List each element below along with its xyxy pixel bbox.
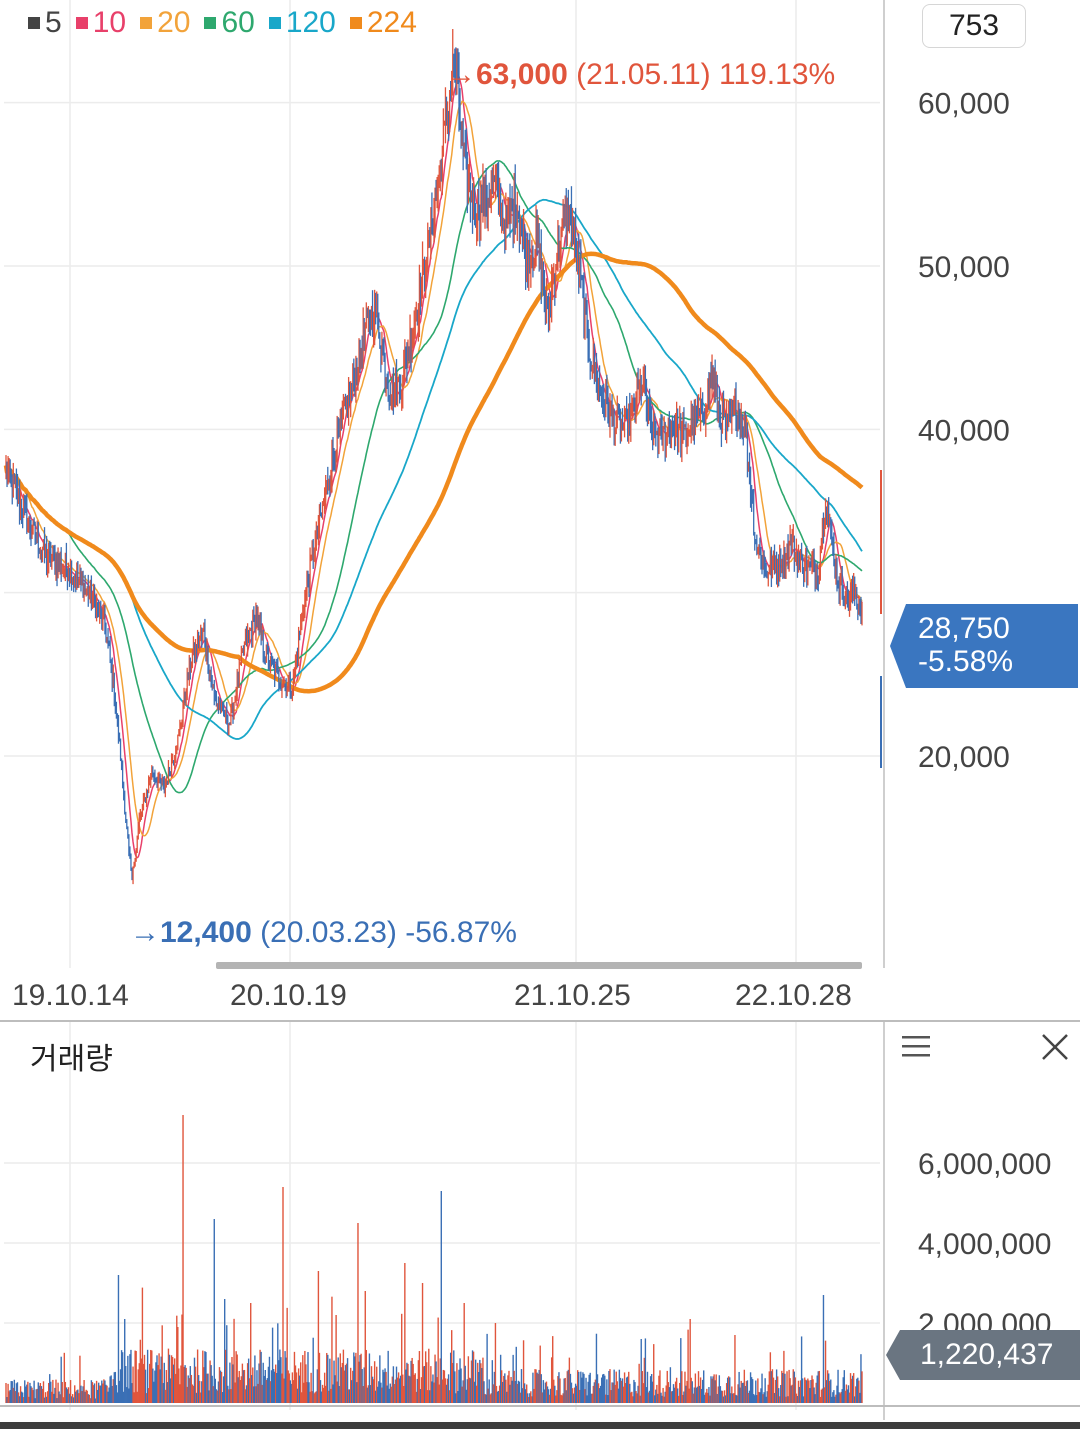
legend-swatch-ma20 <box>140 17 153 29</box>
time-tick-label: 19.10.14 <box>12 979 129 1012</box>
legend-label-ma20: 20 <box>157 6 191 39</box>
legend-label-ma224: 224 <box>366 6 417 39</box>
current-price-tag: 28,750 -5.58% <box>890 604 1078 688</box>
legend-label-ma5: 5 <box>45 6 62 39</box>
volume-tick-label: 6,000,000 <box>918 1148 1051 1181</box>
volume-tick-label: 4,000,000 <box>918 1228 1051 1261</box>
low-price: 12,400 <box>160 916 252 949</box>
high-price-annotation: →63,000 (21.05.11) 119.13% <box>446 58 835 92</box>
price-tick-label: 40,000 <box>918 414 1010 447</box>
low-arrow: → <box>130 916 160 949</box>
volume-panel-title: 거래량 <box>30 1043 113 1076</box>
legend-label-ma10: 10 <box>92 6 127 39</box>
low-price-annotation: →12,400 (20.03.23) -56.87% <box>130 916 517 950</box>
current-volume-tag-shape <box>886 1330 1080 1380</box>
legend-item-ma120[interactable]: 120 <box>268 6 336 40</box>
current-change: -5.58% <box>918 645 1014 678</box>
current-price-text: 28,750 -5.58% <box>918 612 1013 678</box>
x-axis-band <box>0 968 1080 1020</box>
price-grid <box>4 0 880 1410</box>
legend-swatch-ma60 <box>204 17 217 29</box>
volume-bars-group <box>5 1115 863 1403</box>
ma-line-10 <box>5 75 863 859</box>
current-price-tag-shape <box>890 604 1078 688</box>
legend-item-ma224[interactable]: 224 <box>349 6 417 40</box>
ma-line-224 <box>3 251 864 694</box>
low-date: (20.03.23) <box>260 916 397 949</box>
legend-item-ma5[interactable]: 5 <box>28 6 62 40</box>
close-icon[interactable] <box>1038 1030 1072 1064</box>
menu-icon[interactable] <box>900 1032 932 1062</box>
bottom-bar <box>0 1422 1080 1429</box>
ma-line-60 <box>5 160 863 794</box>
current-price: 28,750 <box>918 612 1010 645</box>
time-tick-label: 20.10.19 <box>230 979 347 1012</box>
price-tick-label: 20,000 <box>918 741 1010 774</box>
ma-line-120 <box>5 198 863 740</box>
legend-swatch-ma10 <box>75 17 88 29</box>
chart-scrollbar[interactable] <box>216 962 862 969</box>
legend-swatch-ma224 <box>349 17 362 29</box>
legend-label-ma60: 60 <box>221 6 255 39</box>
low-change: -56.87% <box>405 916 517 949</box>
time-tick-label: 22.10.28 <box>735 979 852 1012</box>
high-date: (21.05.11) <box>576 58 711 91</box>
moving-average-legend: 5 10 20 60 120 224 <box>28 6 417 40</box>
legend-swatch-ma5 <box>28 17 40 29</box>
period-count-button[interactable]: 753 <box>922 4 1026 48</box>
candles-group <box>5 29 863 885</box>
legend-label-ma120: 120 <box>285 6 336 39</box>
price-tick-label: 60,000 <box>918 88 1010 121</box>
time-tick-label: 21.10.25 <box>514 979 631 1012</box>
current-volume: 1,220,437 <box>920 1338 1054 1371</box>
close-icon-glyph <box>1042 1034 1068 1060</box>
legend-item-ma60[interactable]: 60 <box>204 6 255 40</box>
legend-swatch-ma120 <box>268 17 281 29</box>
high-price: 63,000 <box>476 58 568 91</box>
high-change: 119.13% <box>718 58 836 91</box>
current-volume-tag: 1,220,437 <box>886 1330 1080 1380</box>
high-arrow: → <box>446 58 476 91</box>
menu-icon-glyph <box>902 1036 930 1057</box>
legend-item-ma10[interactable]: 10 <box>75 6 127 40</box>
price-tick-label: 50,000 <box>918 251 1010 284</box>
legend-item-ma20[interactable]: 20 <box>140 6 190 40</box>
